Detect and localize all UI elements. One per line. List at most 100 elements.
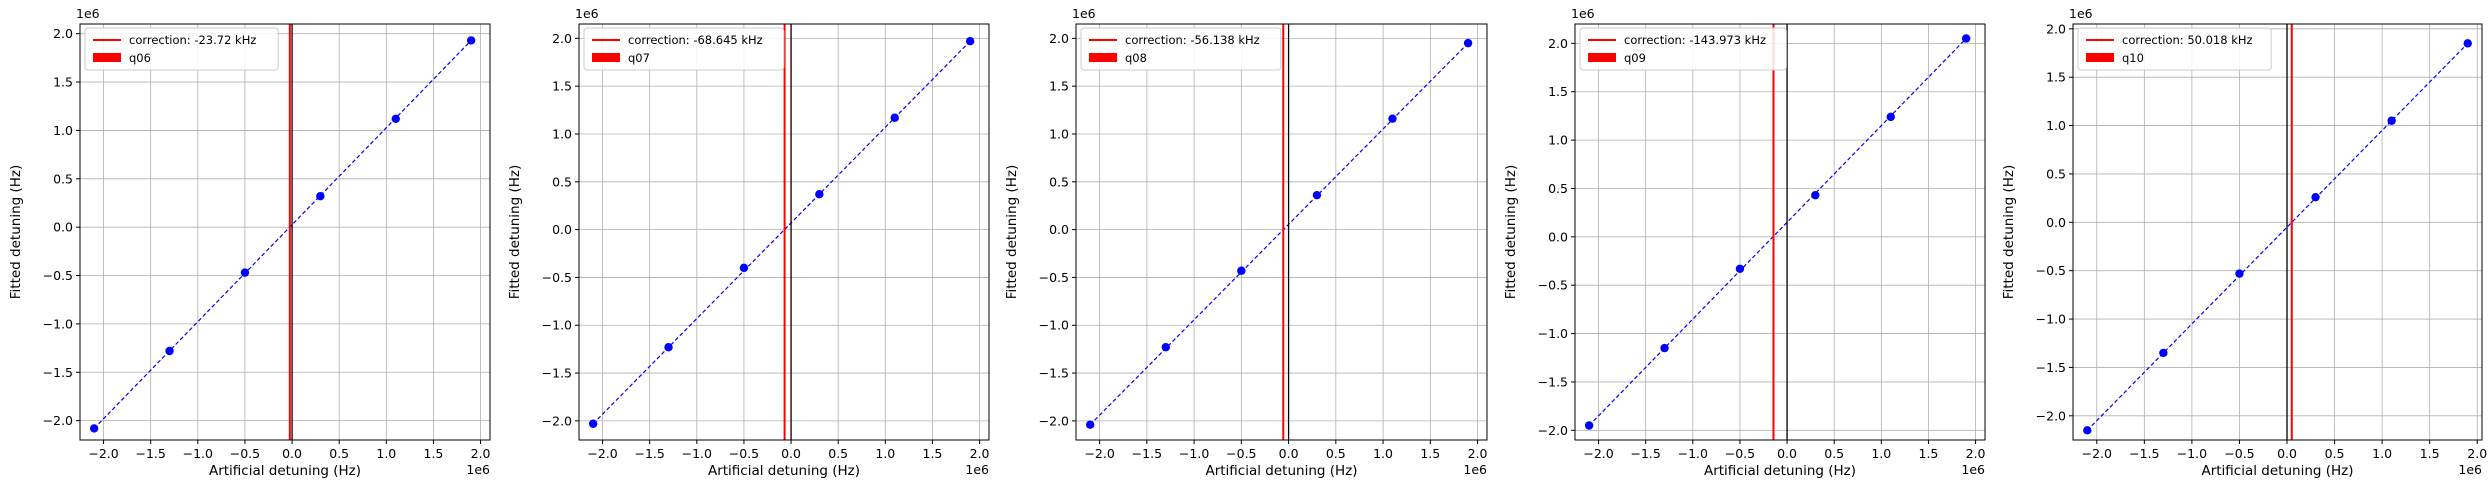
y-tick-label: 1.5 [1049, 79, 1069, 94]
y-tick-label: 1.5 [2046, 70, 2066, 85]
data-point [1237, 266, 1246, 275]
y-tick-label: 1.5 [53, 75, 73, 90]
x-axis-label: Artificial detuning (Hz) [2201, 463, 2353, 479]
x-axis-label: Artificial detuning (Hz) [1704, 463, 1856, 479]
x-tick-label: 0.0 [282, 446, 302, 461]
x-tick-label: 1.0 [2372, 446, 2392, 461]
x-tick-label: 1.5 [2420, 446, 2440, 461]
legend-box [84, 27, 279, 71]
legend: correction: -23.72 kHz q06 [84, 27, 279, 71]
data-point [2159, 348, 2168, 358]
data-point [2463, 39, 2472, 48]
fit-line [2086, 42, 2469, 431]
axes-frame [1075, 23, 1488, 441]
x-tick-label: −2.0 [2082, 446, 2112, 461]
y-offset-label: 1e6 [575, 6, 599, 21]
legend-series-label: q09 [1624, 51, 1646, 65]
data-point [165, 346, 174, 356]
y-tick-label: 2.0 [53, 26, 73, 41]
y-tick-label: −0.5 [43, 268, 73, 283]
y-tick-label: 0.0 [2046, 215, 2066, 230]
y-tick-label: 0.0 [1049, 222, 1069, 237]
y-tick-label: 0.0 [552, 222, 572, 237]
chart-panel-q06: −2.0 −1.5 −1.0 −0.5 0.0 0.5 1.0 1.5 2.0 −2.0 −1.5 −… [8, 6, 491, 479]
x-tick-label: −0.5 [230, 446, 260, 461]
data-point [815, 190, 824, 199]
x-offset-label: 1e6 [1961, 462, 1985, 477]
x-axis-label: Artificial detuning (Hz) [708, 463, 860, 479]
legend: correction: -56.138 kHz q08 [1080, 27, 1282, 71]
data-point [1735, 264, 1745, 273]
x-tick-label: −0.5 [729, 446, 759, 461]
axes-frame [2072, 23, 2483, 441]
x-tick-label: −1.5 [635, 446, 665, 461]
data-point [2235, 269, 2244, 278]
y-tick-label: 0.5 [2046, 166, 2066, 181]
x-tick-label: −2.0 [1583, 446, 1613, 461]
data-point [588, 419, 598, 428]
y-tick-label: 2.0 [2046, 21, 2066, 36]
data-point [1161, 343, 1170, 352]
y-axis-label: Fitted detuning (Hz) [1503, 165, 1519, 300]
data-point [466, 36, 476, 45]
x-tick-label: 0.5 [1326, 446, 1346, 461]
axes-frame [79, 23, 491, 441]
chart-panel-q09: −2.0 −1.5 −1.0 −0.5 0.0 0.5 1.0 1.5 2.0 −2.0 −1.5 −… [1503, 6, 1986, 479]
x-tick-label: 1.0 [376, 446, 396, 461]
legend-series-label: q10 [2122, 51, 2144, 65]
x-tick-label: −1.5 [136, 446, 166, 461]
legend-series-swatch [1588, 53, 1616, 62]
y-tick-label: −1.5 [2036, 360, 2066, 375]
x-tick-label: 0.0 [1777, 446, 1797, 461]
x-tick-label: 2.0 [471, 446, 491, 461]
legend-correction-label: correction: -143.973 kHz [1624, 33, 1766, 47]
x-offset-label: 1e6 [2458, 462, 2482, 477]
y-tick-label: −0.5 [1039, 270, 1069, 285]
data-point [1463, 38, 1473, 48]
data-point [890, 113, 899, 122]
x-tick-label: −1.5 [2129, 446, 2159, 461]
fit-line [93, 40, 472, 429]
x-axis-label: Artificial detuning (Hz) [209, 463, 361, 479]
legend: correction: -68.645 kHz q07 [583, 27, 785, 71]
x-tick-label: −1.0 [1678, 446, 1708, 461]
data-point [1660, 343, 1669, 353]
data-point [2311, 192, 2320, 202]
legend-correction-label: correction: 50.018 kHz [2122, 33, 2253, 47]
legend-box [583, 27, 785, 71]
y-tick-label: 0.5 [1548, 181, 1568, 196]
legend: correction: -143.973 kHz q09 [1579, 27, 1787, 71]
data-point [1886, 112, 1895, 122]
y-tick-label: 2.0 [552, 31, 572, 46]
y-offset-label: 1e6 [2069, 6, 2093, 21]
y-tick-label: −2.0 [2036, 408, 2066, 423]
x-tick-label: 1.0 [1871, 446, 1891, 461]
legend-correction-label: correction: -56.138 kHz [1125, 33, 1260, 47]
y-tick-label: 1.0 [552, 126, 572, 141]
legend-box [1579, 27, 1787, 71]
x-tick-label: −2.0 [1084, 446, 1114, 461]
y-axis-label: Fitted detuning (Hz) [1004, 165, 1020, 300]
x-tick-label: 0.5 [329, 446, 349, 461]
y-tick-label: 0.5 [1049, 174, 1069, 189]
x-tick-label: 1.5 [1919, 446, 1939, 461]
x-tick-label: 0.5 [828, 446, 848, 461]
data-point [664, 343, 673, 352]
legend-series-swatch [1089, 53, 1117, 62]
x-tick-label: −1.0 [1179, 446, 1209, 461]
y-tick-label: 1.0 [1049, 126, 1069, 141]
x-tick-label: 0.0 [2277, 446, 2297, 461]
legend-series-swatch [2086, 53, 2114, 62]
y-offset-label: 1e6 [1072, 6, 1096, 21]
data-point [2083, 426, 2092, 435]
x-tick-label: 2.0 [970, 446, 990, 461]
legend-series-label: q06 [129, 51, 151, 65]
chart-panel-q07: −2.0 −1.5 −1.0 −0.5 0.0 0.5 1.0 1.5 2.0 −2.0 −1.5 −… [507, 6, 990, 479]
y-tick-label: −1.0 [1039, 318, 1069, 333]
fit-line [1089, 42, 1469, 426]
y-tick-label: −1.5 [1538, 374, 1568, 389]
x-tick-label: 1.5 [1420, 446, 1440, 461]
x-tick-label: −1.0 [2177, 446, 2207, 461]
data-point [965, 37, 975, 46]
